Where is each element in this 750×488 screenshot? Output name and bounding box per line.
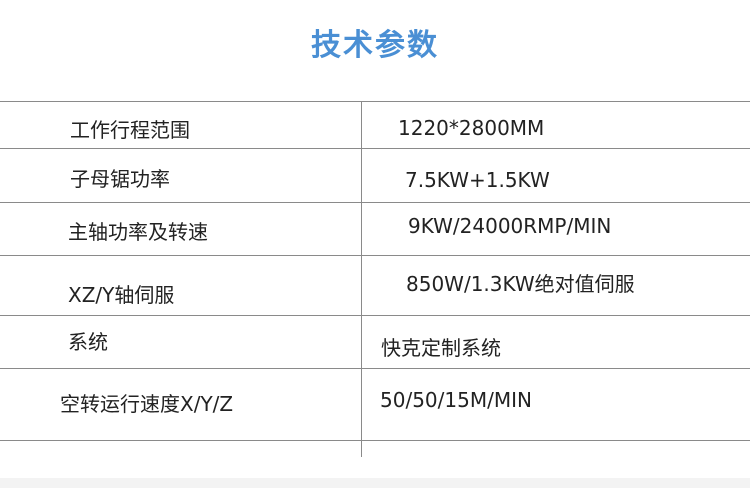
- spec-value: 850W/1.3KW绝对值伺服: [406, 272, 635, 296]
- spec-label: 子母锯功率: [70, 167, 170, 191]
- spec-label: 主轴功率及转速: [68, 220, 208, 244]
- row-divider: [0, 315, 750, 316]
- row-divider: [0, 148, 750, 149]
- spec-label: XZ/Y轴伺服: [68, 283, 175, 307]
- spec-value: 快克定制系统: [381, 336, 501, 360]
- page-title: 技术参数: [311, 28, 439, 63]
- spec-value: 50/50/15M/MIN: [380, 388, 532, 412]
- spec-value: 9KW/24000RMP/MIN: [408, 214, 612, 238]
- spec-value: 1220*2800MM: [398, 116, 545, 140]
- spec-label: 系统: [68, 330, 108, 354]
- row-divider: [0, 101, 750, 102]
- spec-value: 7.5KW+1.5KW: [405, 168, 550, 192]
- footer-band: [0, 478, 750, 488]
- spec-label: 工作行程范围: [70, 118, 190, 142]
- row-divider: [0, 202, 750, 203]
- spec-label: 空转运行速度X/Y/Z: [60, 392, 234, 416]
- column-divider: [361, 101, 362, 457]
- row-divider: [0, 440, 750, 441]
- row-divider: [0, 368, 750, 369]
- row-divider: [0, 255, 750, 256]
